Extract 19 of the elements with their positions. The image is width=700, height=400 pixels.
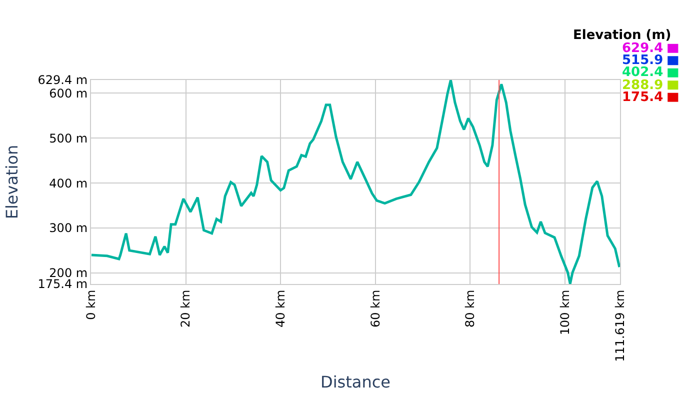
line-series (91, 80, 620, 284)
color-bar-label: 288.9 (622, 78, 664, 93)
color-bar-label: 402.4 (622, 65, 664, 80)
x-tick-label: 111.619 km (612, 290, 627, 362)
y-tick-label: 300 m (49, 221, 88, 236)
y-axis-title: Elevation (2, 144, 22, 220)
x-axis-title: Distance (320, 372, 390, 392)
x-tick-label: 60 km (368, 290, 382, 328)
y-tick-label: 500 m (49, 131, 88, 146)
x-tick-label: 100 km (558, 290, 572, 336)
y-tick-label: 400 m (49, 176, 88, 190)
x-tick-label: 0 km (84, 290, 98, 320)
color-bar-title: Elevation (m) (573, 28, 672, 43)
color-bar-label: 175.4 (622, 90, 664, 105)
x-tick-label: 80 km (463, 290, 478, 328)
y-tick-label: 629.4 m (38, 73, 88, 88)
x-tick-label: 20 km (178, 290, 193, 328)
y-tick-label: 600 m (49, 86, 88, 100)
x-tick-label: 40 km (273, 290, 288, 328)
